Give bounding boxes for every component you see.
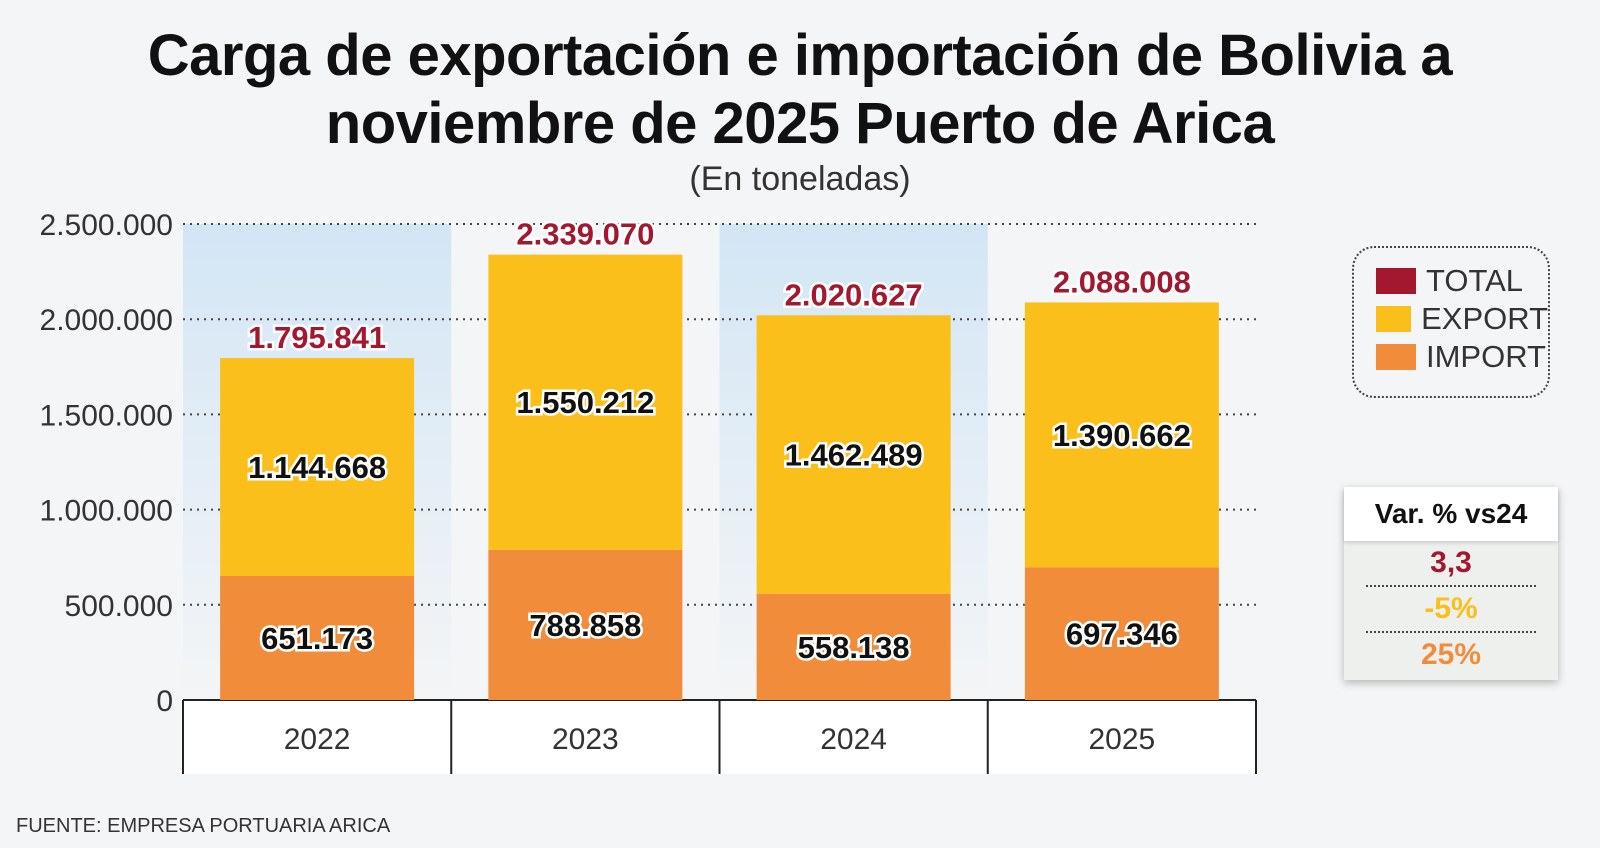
bar-import-2025 [1024,567,1219,700]
title-line-2: noviembre de 2025 Puerto de Arica [325,91,1275,156]
y-tick-label: 2.500.000 [40,209,173,242]
legend-swatch-import [1376,344,1416,370]
bar-export-2023 [488,254,683,550]
x-tick-label-2024: 2024 [820,723,887,756]
bar-import-2022 [220,576,415,700]
legend-label-import: IMPORT [1426,339,1546,374]
legend: TOTAL EXPORT IMPORT [1352,246,1550,398]
title-line-1: Carga de exportación e importación de Bo… [147,23,1453,88]
y-tick-label: 500.000 [65,590,173,623]
variation-export: -5% [1366,587,1536,633]
data-label-total-2023: 2.339.070 [516,217,654,252]
data-label-total-2024: 2.020.627 [785,277,923,312]
data-label-export-2024: 1.462.489 [785,438,923,473]
legend-label-export: EXPORT [1421,301,1548,336]
data-label-import-2023: 788.858 [529,608,641,643]
y-tick-label: 1.000.000 [40,495,173,528]
bar-export-2024 [756,315,951,594]
legend-swatch-export [1376,306,1412,332]
variation-box: Var. % vs24 3,3 -5% 25% [1344,487,1558,680]
data-label-import-2025: 697.346 [1066,617,1178,652]
x-tick-label-2022: 2022 [284,723,351,756]
data-label-total-2025: 2.088.008 [1053,264,1191,299]
legend-item-export: EXPORT [1376,300,1548,338]
data-label-total-2022: 1.795.841 [248,320,386,355]
legend-label-total: TOTAL [1426,263,1524,298]
legend-item-import: IMPORT [1376,338,1548,376]
bar-import-2023 [488,549,683,700]
x-tick-label-2025: 2025 [1089,723,1156,756]
bar-import-2024 [756,593,951,700]
x-tick-label-2023: 2023 [552,723,619,756]
variation-total: 3,3 [1366,541,1536,587]
y-tick-label: 2.000.000 [40,304,173,337]
bar-export-2025 [1024,302,1219,568]
chart-subtitle: (En toneladas) [689,160,911,198]
legend-swatch-total [1376,268,1416,294]
data-label-export-2022: 1.144.668 [248,450,386,485]
data-label-import-2024: 558.138 [798,630,910,665]
data-label-export-2025: 1.390.662 [1053,418,1191,453]
y-tick-label: 1.500.000 [40,399,173,432]
chart-title: Carga de exportación e importación de Bo… [0,22,1600,158]
y-tick-label: 0 [156,685,173,718]
variation-import: 25% [1420,638,1482,671]
data-label-import-2022: 651.173 [261,621,373,656]
legend-item-total: TOTAL [1376,262,1548,300]
source-note: FUENTE: EMPRESA PORTUARIA ARICA [16,815,391,837]
variation-header: Var. % vs24 [1344,487,1558,541]
data-label-export-2023: 1.550.212 [516,385,654,420]
bar-export-2022 [220,358,415,577]
